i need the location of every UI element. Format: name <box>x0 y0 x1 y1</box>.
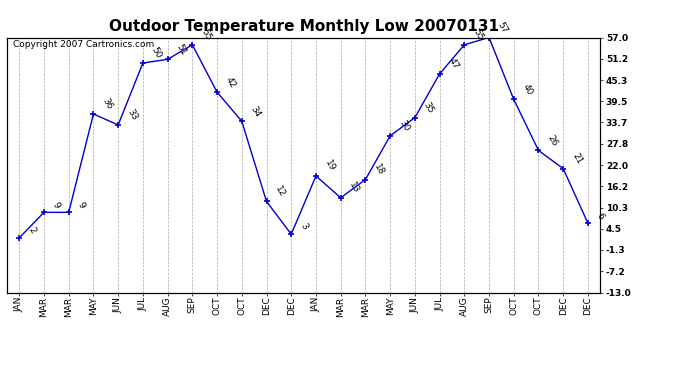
Text: 40: 40 <box>521 82 534 97</box>
Text: 21: 21 <box>570 152 584 166</box>
Text: 34: 34 <box>248 104 262 118</box>
Text: 30: 30 <box>397 118 411 133</box>
Text: Outdoor Temperature Monthly Low 20070131: Outdoor Temperature Monthly Low 20070131 <box>108 19 499 34</box>
Text: 55: 55 <box>199 27 213 42</box>
Text: Copyright 2007 Cartronics.com: Copyright 2007 Cartronics.com <box>13 40 154 49</box>
Text: 57: 57 <box>496 20 509 35</box>
Text: 18: 18 <box>373 162 386 177</box>
Text: 47: 47 <box>446 57 460 71</box>
Text: 3: 3 <box>298 222 309 231</box>
Text: 35: 35 <box>422 100 435 115</box>
Text: 33: 33 <box>125 108 139 122</box>
Text: 2: 2 <box>26 226 37 235</box>
Text: 42: 42 <box>224 75 237 89</box>
Text: 9: 9 <box>76 200 86 210</box>
Text: 12: 12 <box>273 184 287 199</box>
Text: 26: 26 <box>545 133 559 148</box>
Text: 9: 9 <box>51 200 61 210</box>
Text: 13: 13 <box>348 180 361 195</box>
Text: 50: 50 <box>150 46 164 60</box>
Text: 51: 51 <box>175 42 188 57</box>
Text: 19: 19 <box>323 159 337 173</box>
Text: 55: 55 <box>471 27 485 42</box>
Text: 36: 36 <box>100 97 114 111</box>
Text: 6: 6 <box>595 211 606 220</box>
